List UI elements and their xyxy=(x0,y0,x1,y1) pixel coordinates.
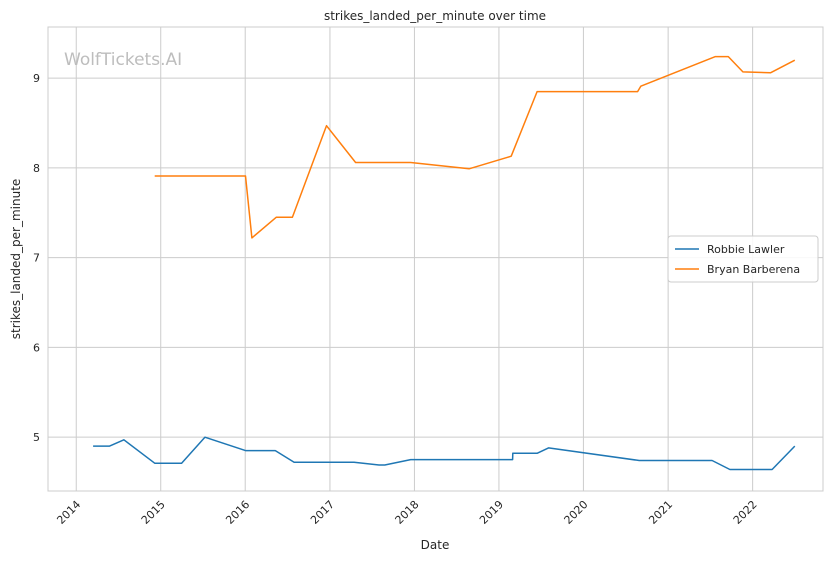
legend-box xyxy=(667,235,819,283)
series-lines xyxy=(93,55,796,471)
y-axis-label: strikes_landed_per_minute xyxy=(9,179,23,340)
y-tick-label: 8 xyxy=(33,162,40,175)
series-line-2 xyxy=(154,55,796,239)
x-axis-label: Date xyxy=(421,538,450,552)
legend: Robbie Lawler Bryan Barberena xyxy=(667,235,819,283)
y-tick-label: 7 xyxy=(33,252,40,265)
chart-title: strikes_landed_per_minute over time xyxy=(324,9,546,23)
grid xyxy=(48,27,823,491)
series-line-1 xyxy=(93,436,796,471)
y-tick-label: 9 xyxy=(33,72,40,85)
plot-frame xyxy=(47,26,824,492)
watermark: WolfTickets.AI xyxy=(64,50,182,70)
y-tick-label: 6 xyxy=(33,341,40,354)
y-tick-label: 5 xyxy=(33,431,40,444)
legend-label: Robbie Lawler xyxy=(707,243,785,256)
y-tick-labels: 5 6 7 8 9 xyxy=(33,72,40,444)
legend-label: Bryan Barberena xyxy=(707,263,800,276)
